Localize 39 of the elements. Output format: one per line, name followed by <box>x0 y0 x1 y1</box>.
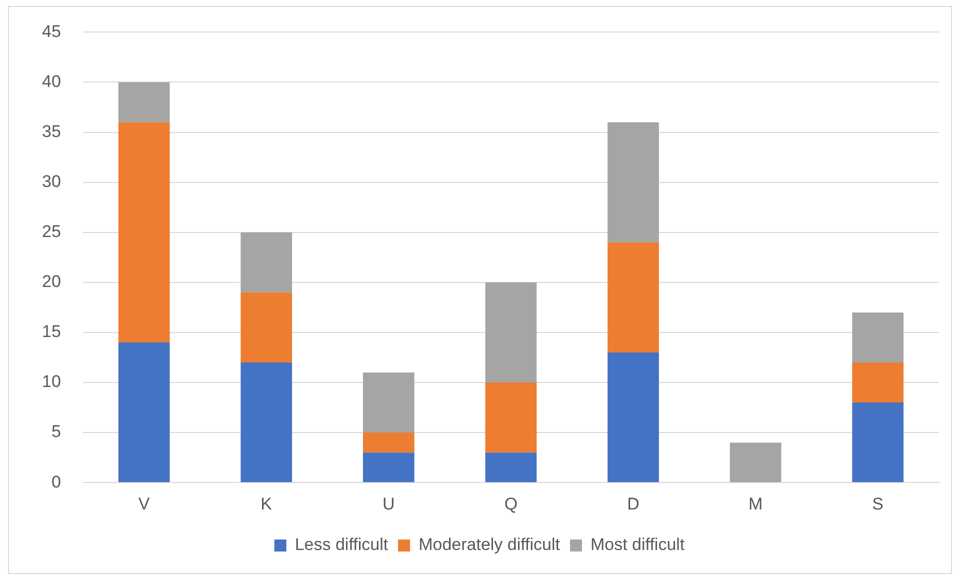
y-tick-label: 40 <box>42 72 61 91</box>
x-tick-label: Q <box>504 494 518 514</box>
y-tick-label: 5 <box>51 422 61 442</box>
y-tick-label: 0 <box>51 472 61 492</box>
legend-label: Less difficult <box>294 535 388 554</box>
bar <box>485 282 537 383</box>
x-tick-label: V <box>138 494 150 514</box>
bar <box>608 122 659 242</box>
bar <box>852 362 904 403</box>
bar <box>118 342 170 482</box>
bar <box>730 442 782 482</box>
bar <box>608 242 659 352</box>
x-tick-label: K <box>260 494 273 514</box>
bar <box>362 432 414 453</box>
bar <box>608 352 659 482</box>
bar <box>485 382 537 453</box>
x-tick-label: M <box>748 494 763 514</box>
x-tick-label: U <box>382 494 395 514</box>
bar <box>118 122 170 342</box>
bar <box>240 232 292 292</box>
x-tick-label: D <box>627 494 640 514</box>
y-tick-label: 45 <box>42 22 61 41</box>
bar <box>485 452 537 482</box>
bar <box>852 402 904 482</box>
bar <box>852 312 904 362</box>
x-tick-label: S <box>872 494 884 514</box>
bar <box>240 292 292 362</box>
y-tick-label: 10 <box>42 372 61 392</box>
bar <box>362 372 414 433</box>
legend-label: Most difficult <box>590 535 685 554</box>
legend-label: Moderately difficult <box>418 535 560 554</box>
bar <box>362 452 414 482</box>
bar <box>240 362 292 482</box>
y-tick-label: 30 <box>42 172 61 192</box>
y-tick-label: 20 <box>42 272 61 292</box>
bar <box>118 82 170 122</box>
y-tick-label: 15 <box>42 322 61 342</box>
y-tick-label: 35 <box>42 122 61 141</box>
y-tick-label: 25 <box>42 222 61 242</box>
